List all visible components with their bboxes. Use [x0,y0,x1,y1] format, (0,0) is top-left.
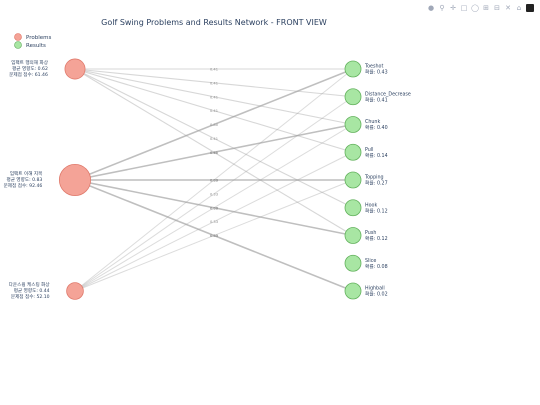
edge-weight-label: 0.80 [210,234,219,238]
modebar-toolbar: ● ⚲ ✛ □ ◯ ⊞ ⊟ ✕ ⌂ [427,4,534,12]
result-prob-label: 확률: 0.12 [365,235,388,242]
result-node[interactable] [344,88,362,106]
edge-weight-label: 0.80 [210,206,219,210]
edge-line [74,179,354,292]
edge-line [74,68,354,153]
edge-line [74,68,354,98]
nodes-layer [58,58,362,300]
result-name-label: Highball [365,286,385,292]
legend-label-results: Results [26,43,46,49]
zoom-icon[interactable]: ⚲ [439,4,445,12]
edge-weight-label: 0.80 [210,123,219,127]
result-name-label: Toeshot [364,64,383,70]
result-prob-label: 확률: 0.40 [365,124,388,131]
result-name-label: Push [365,230,376,236]
problem-influence-label: 평균 영향도: 0.44 [14,287,50,294]
plotly-logo[interactable] [526,4,534,12]
edges-layer [74,68,354,292]
box-select-icon[interactable]: □ [460,4,468,12]
problem-score-label: 문제점 점수: 52.10 [11,293,50,300]
edge-weight-label: 0.41 [210,68,218,72]
legend-marker-problems [14,33,22,41]
edge-weight-label: 0.33 [210,192,218,196]
result-prob-label: 확률: 0.02 [365,291,388,298]
result-node[interactable] [344,227,362,244]
edge-line [74,68,354,126]
lasso-icon[interactable]: ◯ [471,4,479,12]
edge-labels-layer: 0.410.410.410.410.410.410.800.800.800.80… [210,68,219,239]
problem-score-label: 문제점 점수: 61.46 [9,71,48,78]
zoom-in-icon[interactable]: ⊞ [483,4,489,12]
result-node[interactable] [344,199,362,217]
chart-title: Golf Swing Problems and Results Network … [101,18,327,27]
edge-weight-label: 0.33 [210,234,218,238]
result-name-label: Pull [365,147,374,153]
problem-name-label: 임팩트 이해 지목 [10,170,43,177]
edge-weight-label: 0.41 [210,137,218,141]
edge-line [74,68,354,181]
problem-name-label: 다운스윙 케스팅 화상 [9,281,51,288]
autoscale-icon[interactable]: ✕ [505,4,511,12]
result-node[interactable] [344,282,362,300]
edge-line [74,68,354,292]
edge-weight-label: 0.41 [210,95,218,99]
edge-line [74,124,354,292]
result-name-label: Distance_Decrease [365,91,411,97]
result-prob-label: 확률: 0.08 [365,263,388,270]
problem-node[interactable] [58,163,92,197]
zoom-out-icon[interactable]: ⊟ [494,4,500,12]
edge-line [74,96,354,292]
legend-label-problems: Problems [26,35,51,41]
result-prob-label: 확률: 0.12 [365,207,388,214]
result-prob-label: 확률: 0.14 [365,152,388,159]
edge-weight-label: 0.33 [210,206,218,210]
edge-weight-label: 0.80 [210,179,219,183]
result-name-label: Slice [365,258,376,264]
result-prob-label: 확률: 0.43 [365,69,388,76]
problem-influence-label: 평균 영향도: 0.62 [12,65,48,72]
edge-line [74,151,354,292]
problem-score-label: 문제점 점수: 92.46 [4,182,43,189]
result-node[interactable] [344,60,362,78]
problem-node[interactable] [66,282,84,300]
legend: Problems Results [14,33,51,49]
pan-icon[interactable]: ✛ [450,4,456,12]
edge-weight-label: 0.80 [210,151,219,155]
result-name-label: Chunk [365,119,380,125]
edge-weight-label: 0.33 [210,179,218,183]
problem-influence-label: 평균 영향도: 0.83 [7,176,43,183]
result-node[interactable] [344,254,362,272]
edge-weight-label: 0.33 [210,220,218,224]
problem-name-label: 임팩트 행의해 화상 [11,59,49,66]
result-name-label: Topping [364,175,384,181]
edge-line [74,123,354,181]
edge-line [74,68,354,209]
camera-icon[interactable]: ● [427,4,435,12]
edge-line [74,179,354,292]
legend-marker-results [14,41,22,49]
result-name-label: Hook [365,202,377,208]
edge-weight-label: 0.41 [210,81,218,85]
edge-weight-label: 0.41 [210,109,218,113]
problem-node[interactable] [64,58,86,80]
edge-line [74,179,354,237]
reset-icon[interactable]: ⌂ [516,4,522,12]
result-node[interactable] [344,116,362,133]
result-prob-label: 확률: 0.41 [365,96,388,103]
edge-weight-label: 0.41 [210,151,218,155]
result-node[interactable] [344,171,362,189]
result-prob-label: 확률: 0.27 [365,180,388,187]
result-node[interactable] [344,143,362,161]
